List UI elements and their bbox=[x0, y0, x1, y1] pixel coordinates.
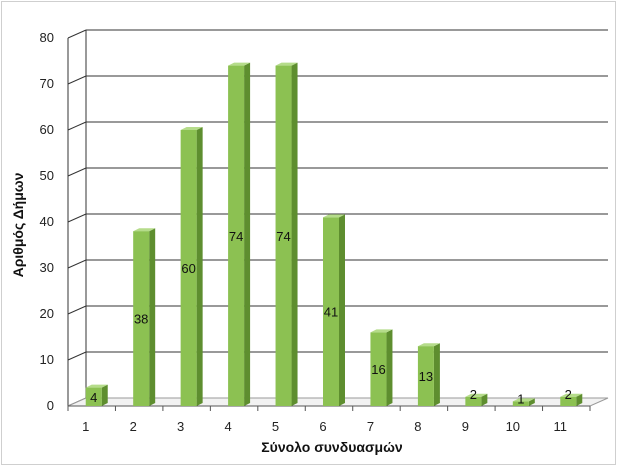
x-tick-label: 1 bbox=[82, 419, 89, 434]
bar-top bbox=[417, 343, 440, 347]
bar-side bbox=[196, 127, 203, 406]
bar-side bbox=[576, 393, 583, 406]
data-label: 1 bbox=[517, 391, 524, 406]
y-tick-label: 70 bbox=[40, 76, 54, 91]
data-label: 4 bbox=[90, 390, 97, 405]
gridline-depth bbox=[67, 259, 87, 269]
x-tick-label: 6 bbox=[319, 419, 326, 434]
data-label: 74 bbox=[276, 229, 290, 244]
gridline-depth bbox=[67, 213, 87, 223]
bar-side bbox=[339, 214, 345, 406]
x-tick-label: 8 bbox=[414, 419, 421, 434]
x-tick-label: 11 bbox=[554, 419, 568, 434]
y-tick-label: 40 bbox=[40, 214, 54, 229]
gridline-depth bbox=[67, 167, 87, 177]
bar bbox=[85, 387, 102, 406]
bar-top bbox=[180, 127, 203, 130]
bar bbox=[133, 231, 150, 406]
x-tick-label: 3 bbox=[177, 419, 184, 434]
y-tick-label: 30 bbox=[40, 260, 54, 275]
x-tick-label: 2 bbox=[130, 419, 137, 434]
data-label: 38 bbox=[134, 312, 148, 327]
bar-side bbox=[101, 384, 108, 406]
x-tick-label: 10 bbox=[506, 419, 520, 434]
x-axis-title: Σύνολο συνδυασμών bbox=[261, 439, 403, 455]
data-label: 74 bbox=[229, 229, 243, 244]
gridline-depth bbox=[67, 305, 87, 315]
bar-top bbox=[275, 62, 298, 66]
y-tick-label: 20 bbox=[40, 306, 54, 321]
data-label: 16 bbox=[371, 362, 385, 377]
bar-top bbox=[85, 384, 108, 388]
bar bbox=[180, 130, 197, 406]
bar-side bbox=[244, 62, 251, 406]
data-label: 13 bbox=[419, 369, 433, 384]
bar-top bbox=[512, 398, 535, 402]
data-label: 41 bbox=[324, 305, 338, 320]
x-tick-label: 9 bbox=[462, 419, 469, 434]
bar bbox=[370, 332, 387, 406]
bar-top bbox=[323, 214, 345, 218]
x-tick-label: 4 bbox=[224, 419, 231, 434]
gridline-depth bbox=[67, 121, 87, 131]
bar-side bbox=[528, 398, 535, 406]
data-label: 60 bbox=[181, 261, 195, 276]
bar-side bbox=[149, 228, 156, 406]
bar bbox=[275, 65, 292, 406]
bar bbox=[512, 401, 529, 406]
bar-top bbox=[228, 62, 251, 66]
gridline-depth bbox=[67, 75, 87, 85]
y-tick-label: 60 bbox=[40, 122, 54, 137]
y-tick-label: 50 bbox=[40, 168, 54, 183]
x-tick-label: 7 bbox=[367, 419, 374, 434]
bar-top bbox=[560, 393, 583, 397]
bar-side bbox=[433, 343, 440, 406]
gridline-depth bbox=[67, 351, 87, 361]
gridline-depth bbox=[67, 29, 87, 39]
bar bbox=[323, 217, 339, 406]
bar bbox=[228, 65, 245, 406]
bar-side bbox=[291, 62, 298, 406]
y-tick-label: 10 bbox=[40, 352, 54, 367]
data-label: 2 bbox=[470, 387, 477, 402]
x-tick-label: 5 bbox=[272, 419, 279, 434]
bar-side bbox=[481, 393, 488, 406]
bar-top bbox=[465, 393, 488, 397]
bar bbox=[417, 346, 434, 406]
labels-layer: 0102030405060708041382603744745416167138… bbox=[40, 30, 572, 434]
bar bbox=[465, 396, 482, 406]
bar-top bbox=[370, 329, 393, 333]
bar-side bbox=[386, 329, 393, 406]
y-tick-label: 80 bbox=[40, 30, 54, 45]
y-tick-label: 0 bbox=[47, 398, 54, 413]
data-label: 2 bbox=[565, 387, 572, 402]
bars-layer bbox=[85, 62, 583, 406]
y-axis-title: Αριθμός Δήμων bbox=[10, 172, 26, 277]
bar bbox=[560, 396, 577, 406]
bar-top bbox=[133, 228, 156, 232]
